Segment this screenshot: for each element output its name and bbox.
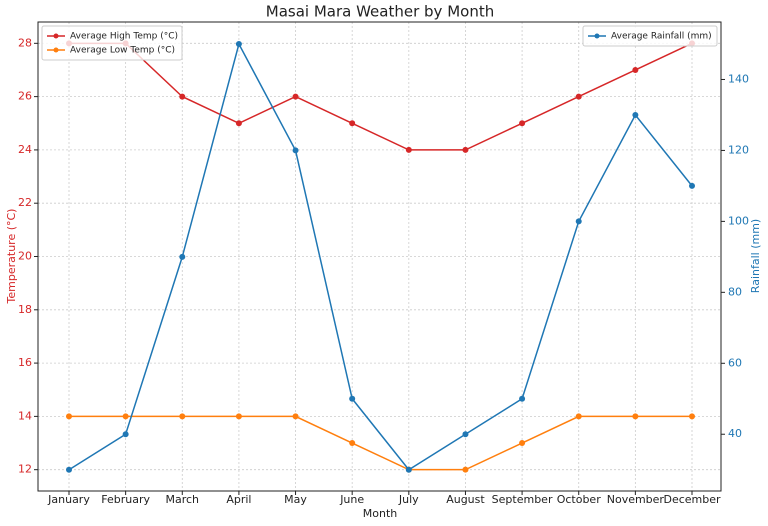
data-point: [689, 413, 695, 420]
legend-marker: [53, 33, 59, 39]
y2-tick-label: 100: [728, 214, 749, 227]
data-point: [632, 111, 639, 118]
data-point: [405, 466, 412, 473]
data-point: [575, 413, 582, 420]
x-tick-label: February: [101, 493, 150, 506]
data-point: [575, 218, 582, 225]
data-point: [405, 146, 412, 153]
y2-tick-label: 120: [728, 143, 749, 156]
x-tick-label: August: [446, 493, 485, 506]
data-point: [292, 147, 299, 154]
chart-title: Masai Mara Weather by Month: [266, 3, 494, 21]
data-point: [689, 182, 695, 189]
legend-box: [41, 25, 183, 61]
data-point: [179, 253, 186, 260]
y-tick-label: 26: [18, 90, 32, 103]
x-tick-label: October: [557, 493, 601, 506]
x-tick-label: November: [607, 493, 665, 506]
y2-tick-label: 40: [728, 427, 742, 440]
data-point: [292, 413, 299, 420]
data-point: [235, 413, 242, 420]
y-tick-label: 24: [18, 143, 32, 156]
x-tick-label: July: [398, 493, 419, 506]
x-tick-label: April: [226, 493, 251, 506]
y2-axis-label: Rainfall (mm): [749, 219, 762, 293]
series-line: [69, 42, 693, 151]
y-tick-label: 20: [18, 250, 32, 263]
x-tick-label: May: [284, 493, 307, 506]
legend-label: Average Low Temp (°C): [70, 46, 175, 56]
y2-tick-label: 60: [728, 356, 742, 369]
data-point: [462, 466, 469, 473]
x-tick-label: March: [165, 493, 199, 506]
data-point: [519, 395, 526, 402]
y2-tick-label: 80: [728, 285, 742, 298]
x-axis-label: Month: [363, 507, 398, 520]
data-point: [349, 440, 356, 447]
legend: Average Rainfall (mm): [582, 25, 718, 47]
data-point: [462, 431, 469, 438]
legend-marker: [53, 47, 59, 53]
legend-box: [582, 25, 718, 47]
y-tick-label: 22: [18, 196, 32, 209]
x-tick-label: December: [663, 493, 721, 506]
legend-label: Average Rainfall (mm): [611, 32, 712, 42]
data-point: [519, 120, 526, 127]
x-tick-label: June: [339, 493, 364, 506]
data-point: [179, 93, 186, 100]
data-point: [575, 93, 582, 100]
data-point: [349, 120, 356, 127]
series-line: [69, 415, 692, 471]
data-point: [179, 413, 186, 420]
plot-frame: [37, 21, 722, 492]
y-tick-label: 12: [18, 463, 32, 476]
data-point: [122, 431, 129, 438]
data-point: [122, 413, 129, 420]
y-tick-label: 18: [18, 303, 32, 316]
legend-marker: [594, 33, 600, 39]
y-tick-label: 28: [18, 36, 32, 49]
data-point: [66, 466, 72, 473]
y2-tick-label: 140: [728, 72, 749, 85]
data-point: [349, 395, 356, 402]
y-tick-label: 14: [18, 409, 32, 422]
y-axis-label: Temperature (°C): [5, 209, 18, 305]
legend-label: Average High Temp (°C): [70, 32, 178, 42]
x-tick-label: January: [47, 493, 90, 506]
data-point: [462, 146, 469, 153]
data-point: [292, 93, 299, 100]
data-point: [632, 413, 639, 420]
data-point: [519, 440, 526, 447]
data-point: [235, 40, 242, 47]
data-point: [632, 66, 639, 73]
data-point: [66, 413, 72, 420]
y-tick-label: 16: [18, 356, 32, 369]
series-line: [68, 41, 693, 471]
data-point: [235, 120, 242, 127]
x-tick-label: September: [492, 493, 553, 506]
legend: Average High Temp (°C) Average Low Temp (…: [41, 25, 183, 61]
